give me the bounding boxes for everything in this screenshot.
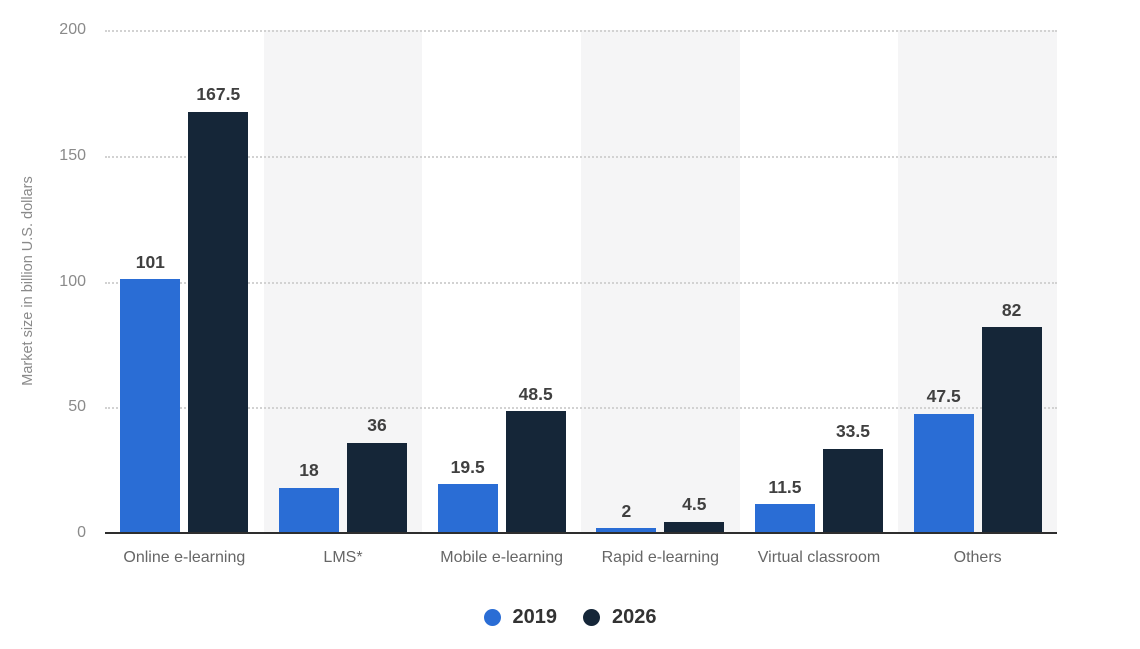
legend: 2019 2026: [0, 606, 1140, 629]
value-label: 18: [299, 460, 319, 481]
x-axis-labels: Online e-learning LMS* Mobile e-learning Ra…: [105, 549, 1057, 571]
plot-area: 101 167.5 18 36 19.5 48.5 2 4.5 11.5 33.5 47.5 82: [105, 30, 1057, 534]
gridline: [105, 407, 1057, 410]
y-tick-label: 0: [77, 524, 86, 541]
bar-with-label: 36: [346, 415, 407, 533]
legend-dot-icon: [483, 609, 501, 626]
y-axis-ticks: 0 50 100 150 200: [0, 21, 86, 541]
bar-with-label: 167.5: [188, 84, 249, 533]
x-category-label: Virtual classroom: [757, 549, 881, 566]
legend-label: 2026: [612, 606, 657, 628]
bar-2019[interactable]: [754, 504, 815, 533]
bar-2019[interactable]: [437, 484, 498, 533]
value-label: 36: [367, 415, 387, 436]
y-tick-label: 150: [59, 146, 86, 164]
bar-2026[interactable]: [188, 111, 249, 533]
bar-group: 47.5 82: [898, 299, 1057, 533]
y-tick-label: 200: [59, 21, 86, 38]
x-category-label: Online e-learning: [123, 549, 246, 566]
bar-with-label: 82: [981, 299, 1042, 533]
bar-2019[interactable]: [278, 487, 339, 533]
bar-group: 101 167.5: [105, 85, 264, 533]
x-axis-line: [105, 532, 1057, 534]
bar-with-label: 101: [120, 251, 181, 533]
bar-group: 2 4.5: [581, 495, 740, 533]
value-label: 11.5: [768, 476, 802, 497]
legend-dot-icon: [583, 609, 600, 626]
legend-item-2019[interactable]: 2019: [483, 606, 558, 629]
bar-2019[interactable]: [596, 528, 657, 533]
bar-with-label: 2: [596, 500, 657, 533]
value-label: 19.5: [450, 456, 485, 477]
y-tick-label: 50: [68, 398, 86, 416]
bar-with-label: 19.5: [437, 456, 498, 533]
bar-with-label: 11.5: [754, 476, 815, 533]
value-label: 33.5: [835, 421, 871, 442]
bar-group: 18 36: [264, 415, 423, 533]
bar-group: 11.5 33.5: [740, 422, 899, 533]
bar-2019[interactable]: [913, 413, 974, 533]
x-category-label: Others: [953, 549, 1002, 566]
bar-2026[interactable]: [505, 411, 566, 533]
x-category-label: Rapid e-learning: [601, 549, 720, 566]
bar-2026[interactable]: [664, 521, 725, 533]
value-label: 48.5: [518, 383, 553, 404]
bar-with-label: 48.5: [505, 383, 566, 533]
value-label: 167.5: [196, 84, 241, 105]
value-label: 82: [1001, 299, 1022, 320]
value-label: 47.5: [926, 386, 961, 407]
x-category-label: LMS*: [323, 549, 363, 566]
legend-label: 2019: [512, 606, 558, 628]
bar-with-label: 33.5: [822, 421, 883, 533]
bar-2026[interactable]: [981, 326, 1042, 533]
bar-with-label: 4.5: [664, 494, 725, 533]
bar-2026[interactable]: [346, 442, 407, 533]
value-label: 4.5: [682, 494, 707, 515]
y-tick-label: 100: [59, 272, 86, 290]
bar-2019[interactable]: [120, 279, 181, 533]
bar-2026[interactable]: [822, 448, 883, 533]
value-label: 101: [135, 251, 165, 272]
bar-with-label: 47.5: [913, 386, 974, 533]
legend-item-2026[interactable]: 2026: [583, 606, 657, 629]
x-category-label: Mobile e-learning: [440, 549, 564, 566]
bar-group: 19.5 48.5: [422, 383, 581, 533]
gridline: [105, 155, 1057, 158]
gridline: [105, 281, 1057, 284]
value-label: 2: [621, 500, 632, 521]
bar-with-label: 18: [278, 460, 339, 533]
gridline: [105, 30, 1057, 32]
